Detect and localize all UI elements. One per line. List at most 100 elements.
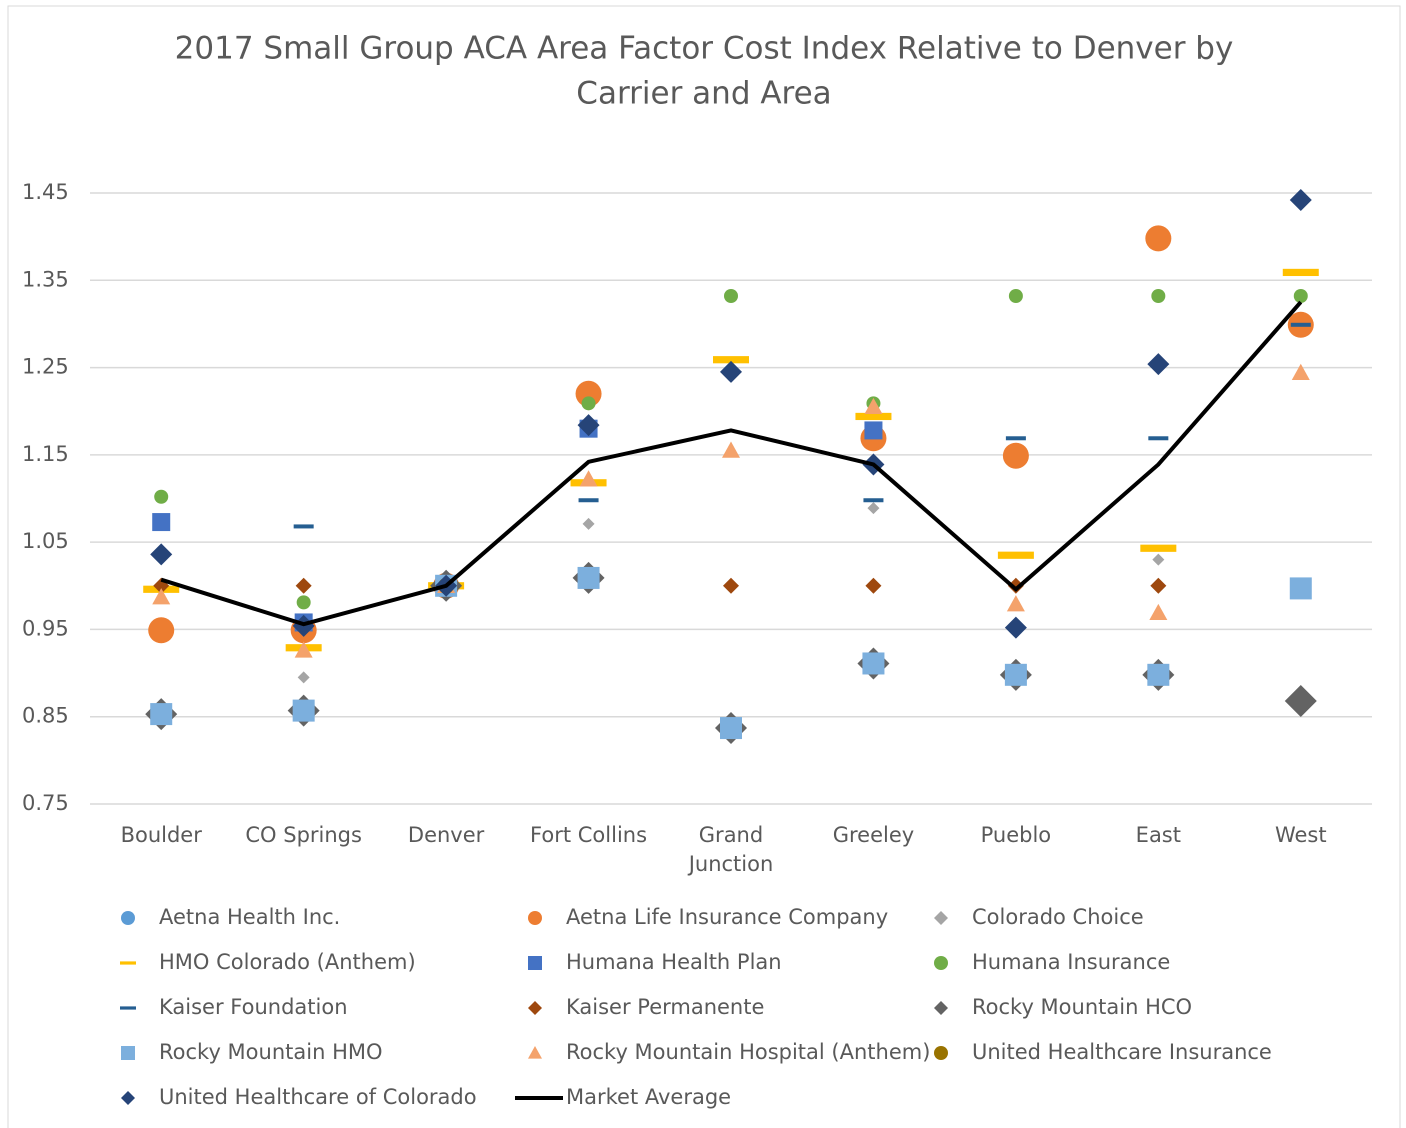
- marker: [1284, 685, 1317, 718]
- marker: [1150, 577, 1167, 594]
- marker: [1289, 577, 1312, 600]
- legend-swatch: [120, 961, 136, 965]
- legend-item: Aetna Health Inc.: [121, 905, 340, 929]
- marker: [723, 577, 739, 594]
- marker: [855, 412, 892, 421]
- legend-label: Aetna Health Inc.: [159, 905, 340, 929]
- legend-label: Kaiser Foundation: [159, 995, 348, 1019]
- marker: [724, 288, 738, 303]
- x-tick-label: Boulder: [121, 823, 203, 847]
- legend-item: United Healthcare Insurance: [934, 1040, 1272, 1064]
- y-tick-label: 1.45: [22, 180, 69, 204]
- line: [160, 300, 1303, 627]
- marker: [1293, 288, 1308, 303]
- legend-label: Rocky Mountain Hospital (Anthem): [566, 1040, 930, 1064]
- legend-label: United Healthcare Insurance: [972, 1040, 1272, 1064]
- marker: [1007, 577, 1024, 594]
- marker: [720, 360, 742, 383]
- marker: [579, 470, 598, 487]
- marker: [577, 566, 600, 589]
- marker: [1140, 544, 1177, 552]
- legend-label: Kaiser Permanente: [566, 995, 764, 1019]
- y-tick-label: 1.35: [22, 267, 69, 291]
- marker: [863, 498, 884, 503]
- marker: [1147, 353, 1170, 376]
- marker: [1004, 616, 1027, 639]
- x-tick-label: CO Springs: [245, 823, 362, 847]
- marker: [1290, 322, 1311, 327]
- legend-item: Humana Insurance: [934, 950, 1170, 974]
- y-tick-label: 1.15: [22, 442, 69, 466]
- legend-swatch: [934, 1001, 948, 1015]
- marker: [1006, 595, 1025, 612]
- marker: [1291, 363, 1310, 381]
- legend-item: Rocky Mountain HMO: [121, 1040, 383, 1064]
- chart-title: Carrier and Area: [576, 76, 831, 112]
- marker: [1147, 663, 1170, 686]
- legend-swatch: [528, 1046, 542, 1059]
- marker: [720, 717, 742, 740]
- marker: [575, 380, 602, 407]
- legend-swatch: [934, 911, 948, 925]
- legend-item: United Healthcare of Colorado: [121, 1085, 477, 1109]
- legend-item: Rocky Mountain Hospital (Anthem): [528, 1040, 930, 1064]
- legend-label: United Healthcare of Colorado: [159, 1085, 477, 1109]
- marker: [295, 577, 312, 594]
- x-tick-label: Fort Collins: [530, 823, 647, 847]
- legend-swatch: [934, 956, 948, 970]
- legend-swatch: [528, 911, 542, 925]
- legend-swatch: [528, 956, 542, 970]
- legend-label: Market Average: [566, 1085, 731, 1109]
- legend-swatch: [121, 1046, 135, 1060]
- marker: [294, 641, 313, 658]
- x-tick-label: Denver: [408, 823, 485, 847]
- marker: [152, 513, 171, 532]
- chart-title: 2017 Small Group ACA Area Factor Cost In…: [175, 31, 1234, 67]
- marker: [148, 617, 175, 644]
- marker: [1002, 442, 1029, 469]
- marker: [1152, 553, 1165, 566]
- y-tick-label: 0.85: [22, 704, 69, 728]
- marker: [152, 588, 171, 605]
- legend-swatch: [121, 1091, 135, 1105]
- legend-swatch: [120, 1006, 136, 1010]
- legend-label: Colorado Choice: [972, 905, 1144, 929]
- marker: [578, 498, 599, 503]
- legend-label: Humana Insurance: [972, 950, 1170, 974]
- marker: [1148, 436, 1169, 441]
- legend-label: Humana Health Plan: [566, 950, 782, 974]
- marker: [293, 524, 314, 529]
- marker: [862, 652, 885, 675]
- marker: [864, 421, 883, 440]
- marker: [582, 517, 595, 530]
- marker: [1151, 288, 1166, 303]
- marker: [297, 671, 310, 684]
- marker: [150, 703, 173, 726]
- legend-item: Colorado Choice: [934, 905, 1144, 929]
- legend-swatch: [121, 911, 135, 925]
- marker: [1145, 225, 1172, 252]
- y-tick-label: 1.05: [22, 529, 69, 553]
- y-tick-label: 1.25: [22, 355, 69, 379]
- marker: [150, 543, 173, 566]
- legend-item: HMO Colorado (Anthem): [120, 950, 416, 974]
- marker: [997, 551, 1034, 559]
- x-tick-label: East: [1136, 823, 1181, 847]
- legend-label: Aetna Life Insurance Company: [566, 905, 888, 929]
- marker: [1005, 436, 1026, 441]
- marker: [581, 396, 596, 411]
- legend-item: Kaiser Permanente: [528, 995, 764, 1019]
- legend-item: Rocky Mountain HCO: [934, 995, 1192, 1019]
- marker: [1149, 603, 1168, 621]
- legend-label: Rocky Mountain HCO: [972, 995, 1192, 1019]
- marker: [296, 595, 311, 610]
- x-tick-label: Grand Junction: [687, 823, 774, 876]
- marker: [577, 414, 600, 437]
- marker: [722, 441, 740, 458]
- y-tick-label: 0.75: [22, 791, 69, 815]
- legend-label: Rocky Mountain HMO: [159, 1040, 383, 1064]
- marker: [867, 502, 880, 515]
- marker: [713, 356, 749, 364]
- legend-label: HMO Colorado (Anthem): [159, 950, 416, 974]
